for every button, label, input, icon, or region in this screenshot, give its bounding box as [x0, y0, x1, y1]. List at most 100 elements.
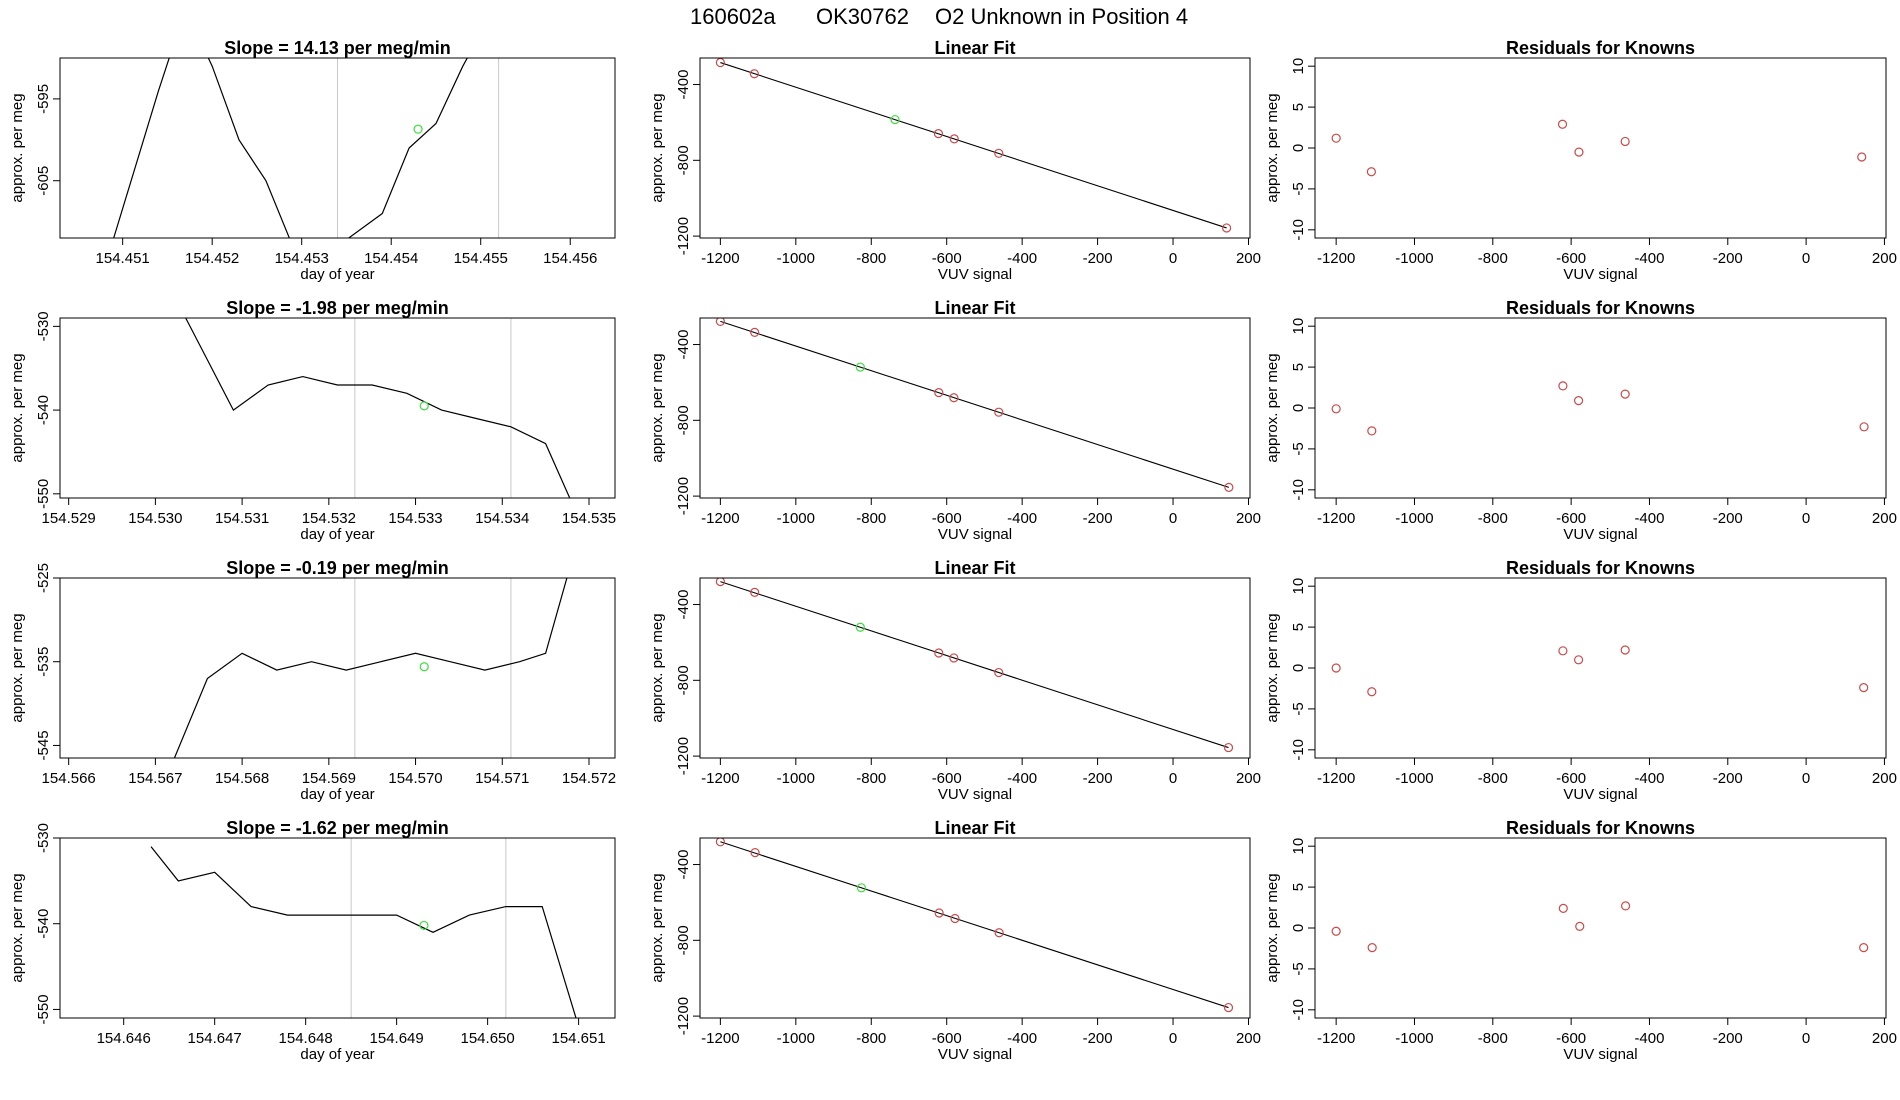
x-tick-label: -600 [1556, 250, 1586, 267]
x-tick-label: 154.534 [475, 510, 529, 527]
fit-line [720, 62, 1227, 229]
residual-point [1367, 426, 1377, 436]
plot-area [715, 838, 1234, 1013]
x-tick-label: -200 [1083, 1030, 1113, 1047]
x-tick-label: -200 [1083, 510, 1113, 527]
y-tick-label: 0 [1290, 404, 1307, 412]
plot-frame [699, 577, 1251, 759]
y-tick-label: 10 [1290, 58, 1307, 75]
y-axis-label: approx. per meg [1264, 613, 1281, 722]
plot-frame [1314, 317, 1887, 499]
x-axis-label: VUV signal [938, 266, 1012, 283]
y-tick-label: -1200 [675, 737, 692, 775]
x-tick-label: 154.648 [279, 1030, 333, 1047]
y-axis-label: approx. per meg [1264, 93, 1281, 202]
known-point [1224, 482, 1234, 492]
figure-title-date-code: 160602a [690, 4, 776, 29]
residual-point [1859, 683, 1869, 693]
y-tick-label: -5 [1290, 182, 1307, 195]
panel-title: Linear Fit [934, 818, 1015, 838]
plot-area [150, 838, 577, 1018]
residual-point [1367, 687, 1377, 697]
x-tick-label: 0 [1169, 250, 1177, 267]
x-tick-label: -1000 [777, 250, 815, 267]
y-axis-label: approx. per meg [9, 613, 26, 722]
x-tick-label: 154.455 [454, 250, 508, 267]
known-point [994, 407, 1004, 417]
x-tick-label: 154.535 [562, 510, 616, 527]
panel-title: Linear Fit [934, 38, 1015, 58]
figure-title-sample-code: OK30762 [816, 4, 909, 29]
y-tick-label: -1200 [675, 477, 692, 515]
x-tick-label: -1200 [701, 1030, 739, 1047]
panel-grid: Slope = 14.13 per meg/min 154.451 154.452 1… [9, 38, 1897, 1063]
x-tick-label: 200 [1872, 510, 1897, 527]
x-tick-label: 200 [1872, 250, 1897, 267]
residual-point [1859, 422, 1869, 432]
x-tick-label: -800 [1478, 1030, 1508, 1047]
unknown-point [413, 124, 423, 134]
x-tick-label: 154.569 [302, 770, 356, 787]
plot-area [173, 578, 568, 758]
x-tick-label: -800 [856, 1030, 886, 1047]
panel-title: Slope = -0.19 per meg/min [226, 558, 449, 578]
fit-line [720, 841, 1229, 1009]
x-tick-label: -1000 [777, 1030, 815, 1047]
known-point [750, 847, 760, 858]
y-tick-label: -10 [1290, 479, 1307, 501]
y-axis-label: approx. per meg [1264, 353, 1281, 462]
y-tick-label: -800 [675, 405, 692, 435]
y-axis-label: approx. per meg [649, 93, 666, 202]
residual-point [1367, 943, 1377, 953]
x-tick-label: -1200 [1317, 1030, 1355, 1047]
y-tick-label: 5 [1290, 103, 1307, 111]
x-tick-label: -800 [1478, 250, 1508, 267]
y-tick-label: -530 [35, 823, 52, 853]
panel-time-series-4: Slope = -1.62 per meg/min 154.646 154.647 1… [9, 818, 616, 1063]
y-tick-label: -5 [1290, 962, 1307, 975]
residual-point [1558, 903, 1568, 913]
x-tick-label: 200 [1872, 1030, 1897, 1047]
x-tick-label: 0 [1802, 770, 1810, 787]
figure-title-description: O2 Unknown in Position 4 [935, 4, 1188, 29]
x-tick-label: -200 [1713, 250, 1743, 267]
x-tick-label: 154.571 [475, 770, 529, 787]
x-tick-label: 154.532 [302, 510, 356, 527]
x-tick-label: -800 [1478, 770, 1508, 787]
y-axis-label: approx. per meg [649, 873, 666, 982]
known-point [994, 667, 1004, 678]
x-tick-label: -800 [1478, 510, 1508, 527]
plot-frame [59, 837, 616, 1019]
x-tick-label: -200 [1713, 1030, 1743, 1047]
known-point [994, 148, 1004, 158]
residual-point [1331, 926, 1341, 936]
plot-area [1331, 119, 1867, 177]
x-tick-label: -400 [1634, 1030, 1664, 1047]
residual-point [1857, 152, 1867, 162]
panel-time-series-3: Slope = -0.19 per meg/min 154.566 154.567 1… [9, 558, 616, 803]
x-tick-label: 200 [1236, 1030, 1261, 1047]
x-tick-label: 154.650 [461, 1030, 515, 1047]
known-point [1222, 223, 1232, 233]
x-tick-label: -600 [932, 1030, 962, 1047]
x-tick-label: 0 [1802, 1030, 1810, 1047]
x-tick-label: 154.567 [128, 770, 182, 787]
panel-title: Linear Fit [934, 298, 1015, 318]
panel-linear-fit-1: Linear Fit -1200 -1000 -800 -600 -400 -200 0 200… [649, 38, 1261, 283]
plot-frame [699, 837, 1251, 1019]
x-tick-label: -600 [932, 510, 962, 527]
plot-frame [1314, 57, 1887, 239]
x-tick-label: -1200 [701, 250, 739, 267]
residual-point [1573, 655, 1584, 665]
residual-point [1575, 921, 1585, 931]
x-axis-label: day of year [300, 526, 374, 543]
y-tick-label: -5 [1290, 442, 1307, 455]
residual-point [1620, 645, 1630, 655]
y-tick-label: -400 [675, 590, 692, 620]
x-tick-label: -1200 [1317, 250, 1355, 267]
y-tick-label: 0 [1290, 664, 1307, 672]
y-axis-label: approx. per meg [9, 93, 26, 202]
y-tick-label: -800 [675, 145, 692, 175]
y-tick-label: 10 [1290, 318, 1307, 335]
